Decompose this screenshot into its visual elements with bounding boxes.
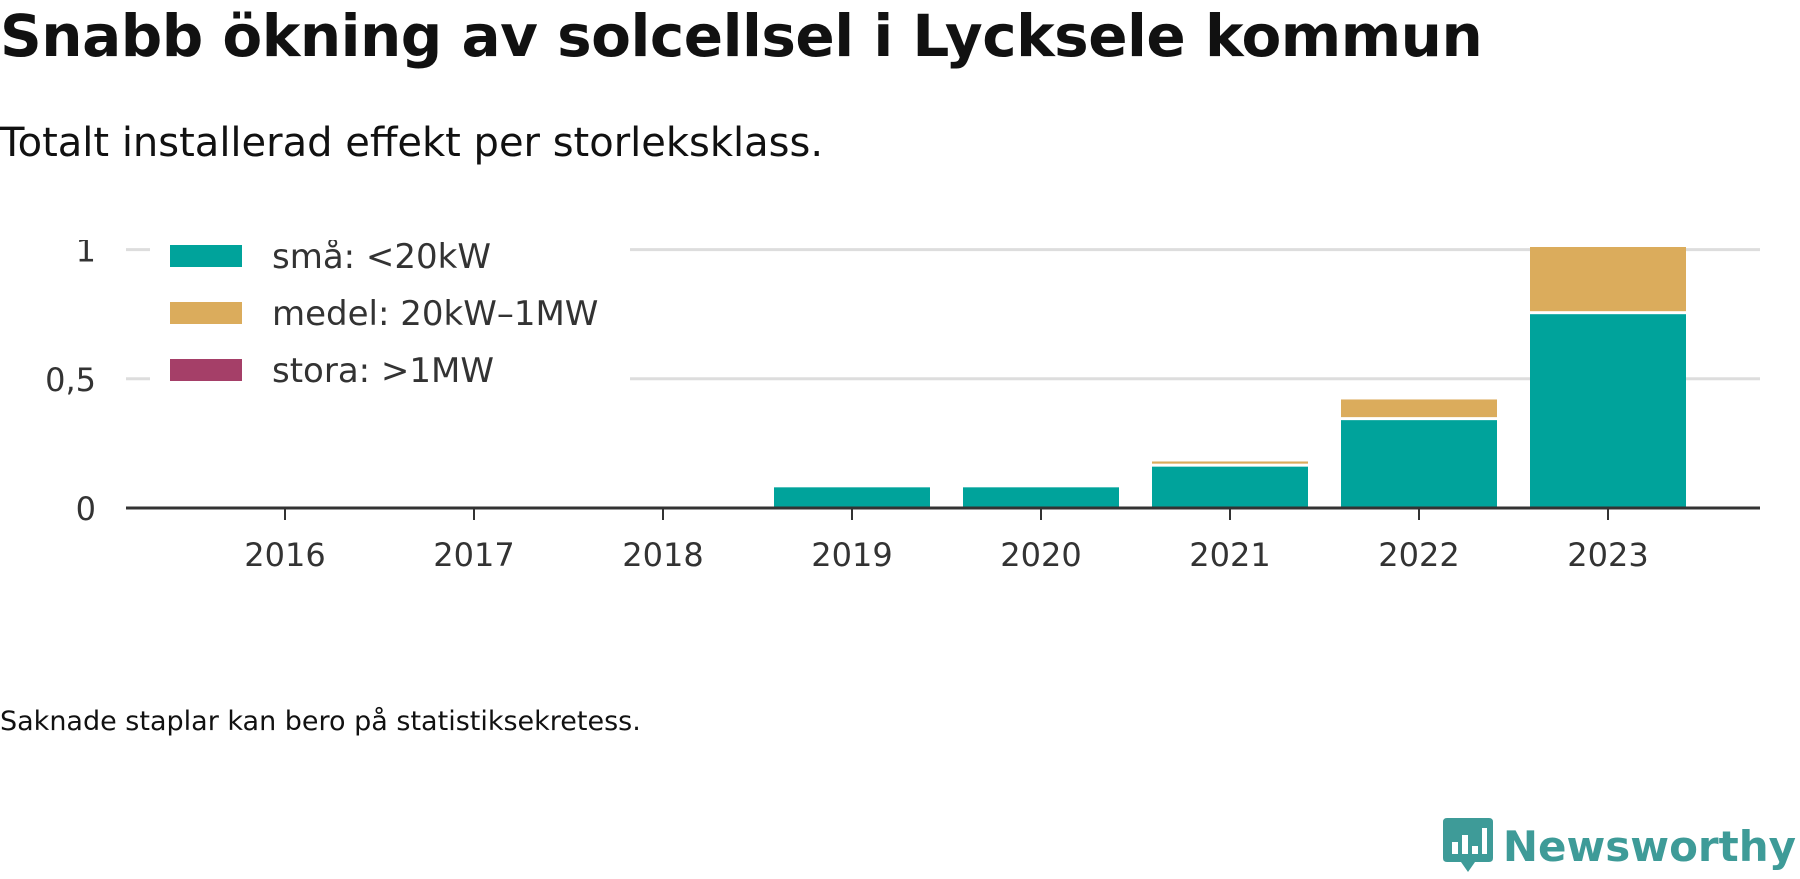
legend-label: medel: 20kW–1MW [272,294,598,334]
x-tick-label: 2017 [433,536,514,574]
bar-segment [1530,247,1686,312]
bar-segment [1152,461,1308,464]
x-axis-ticks: 2016 2017 2018 2019 2020 2021 2022 2023 [244,508,1649,574]
bar-segment [774,487,930,508]
legend-label: små: <20kW [272,240,491,277]
x-tick-label: 2019 [811,536,892,574]
x-tick-label: 2022 [1378,536,1459,574]
brand-logo: Newsworthy [1442,818,1796,874]
bar-segment [1341,420,1497,508]
y-tick-label: 0,5 [45,361,96,399]
x-tick-label: 2018 [622,536,703,574]
y-axis-ticks: 00,51 [45,240,96,528]
y-tick-label: 1 [76,240,96,270]
x-tick-label: 2016 [244,536,325,574]
bar-segment [1152,466,1308,508]
bar-segment [1530,314,1686,508]
brand-name: Newsworthy [1502,821,1796,871]
x-tick-label: 2021 [1189,536,1270,574]
legend-swatch [170,359,242,381]
legend: små: <20kW medel: 20kW–1MW stora: >1MW [170,240,598,391]
legend-label: stora: >1MW [272,351,494,391]
bar-segment [1341,399,1497,418]
bar-segment [963,487,1119,508]
legend-swatch [170,302,242,324]
y-tick-label: 0 [76,490,96,528]
bars [774,247,1686,508]
newsworthy-logo-icon [1442,818,1493,872]
x-tick-label: 2020 [1000,536,1081,574]
x-tick-label: 2023 [1567,536,1648,574]
chart-subtitle: Totalt installerad effekt per storlekskl… [0,120,824,166]
legend-swatch [170,245,242,267]
chart-title: Snabb ökning av solcellsel i Lycksele ko… [0,2,1483,70]
footnote: Saknade staplar kan bero på statistiksek… [0,706,641,737]
